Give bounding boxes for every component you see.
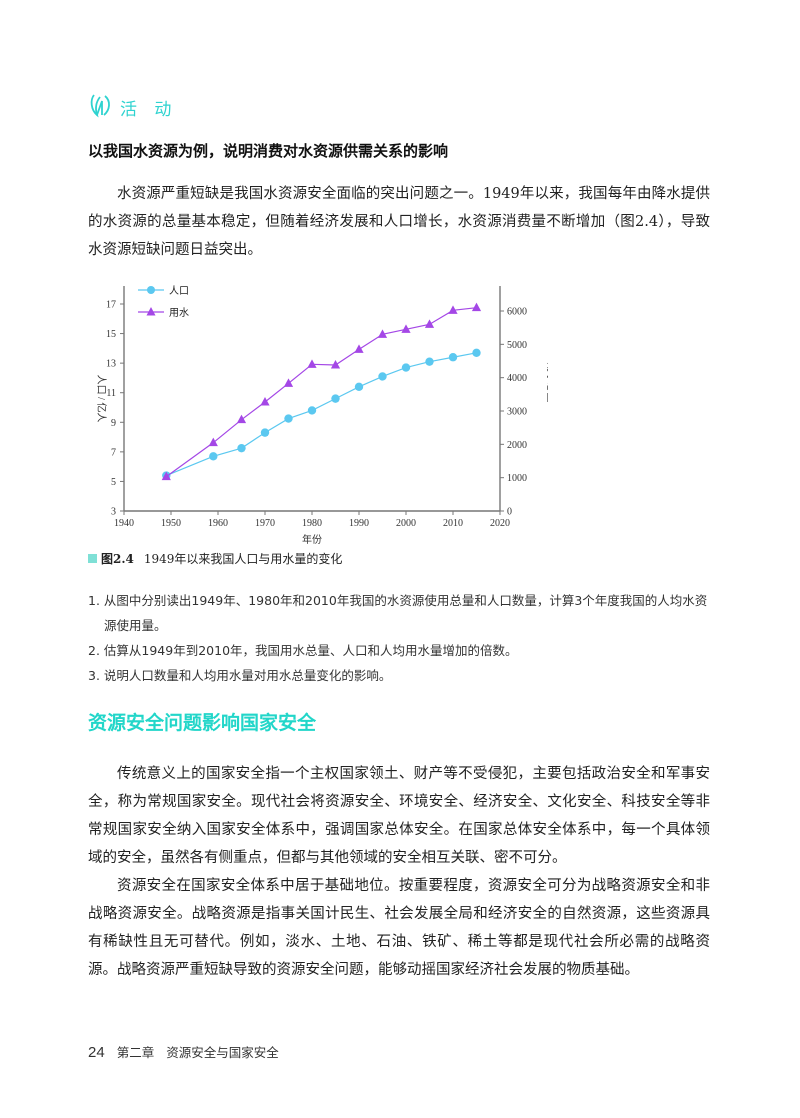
y-tick-label: 3 xyxy=(111,507,116,518)
population-marker xyxy=(237,443,246,453)
water-marker xyxy=(283,378,294,387)
water-marker xyxy=(307,359,317,368)
figure-caption: 图2.4 1949年以来我国人口与用水量的变化 xyxy=(88,550,342,567)
x-tick-label: 2010 xyxy=(443,518,463,529)
question-item: 2. 估算从1949年到2010年，我国用水总量、人口和人均用水量增加的倍数。 xyxy=(88,643,518,658)
water-marker xyxy=(377,329,388,338)
population-marker xyxy=(354,382,364,391)
x-tick-label: 1990 xyxy=(349,518,369,529)
activity-title: 以我国水资源为例，说明消费对水资源供需关系的影响 xyxy=(88,142,449,160)
y-tick-label: 9 xyxy=(111,418,116,429)
x-tick-label: 1940 xyxy=(114,518,134,529)
y-tick-label: 7 xyxy=(111,447,116,458)
y2-tick-label: 3000 xyxy=(507,407,527,418)
population-marker xyxy=(209,452,218,461)
water-marker xyxy=(354,344,364,353)
population-marker xyxy=(307,406,317,415)
water-marker xyxy=(471,302,482,312)
figure-number: 图2.4 xyxy=(101,552,134,566)
y2-tick-label: 2000 xyxy=(507,440,527,451)
water-marker xyxy=(260,397,270,406)
section-paragraph: 资源安全在国家安全体系中居于基础地位。按重要程度，资源安全可分为战略资源安全和非… xyxy=(88,878,710,978)
activity-questions: 1. 从图中分别读出1949年、1980年和2010年我国的水资源使用总量和人口… xyxy=(88,588,710,688)
chart-svg: 1940 1950 1960 1970 1980 1990 2000 2010 2020 3 5 7 9… xyxy=(95,285,558,546)
population-marker xyxy=(448,353,458,362)
figure-caption-text: 1949年以来我国人口与用水量的变化 xyxy=(143,552,343,566)
intro-paragraph: 水资源严重短缺是我国水资源安全面临的突出问题之一。1949年以来，我国每年由降水… xyxy=(88,186,710,258)
x-tick-label: 1970 xyxy=(255,518,275,529)
population-marker xyxy=(284,414,293,423)
caption-marker-icon xyxy=(88,554,97,563)
x-tick-label: 1950 xyxy=(161,518,181,529)
water-marker xyxy=(161,471,171,481)
y2-tick-label: 1000 xyxy=(507,473,527,484)
y-tick-label: 13 xyxy=(106,359,116,370)
water-marker xyxy=(448,305,458,314)
y-tick-label: 15 xyxy=(106,329,116,340)
page-footer: 24 第二章 资源安全与国家安全 xyxy=(88,1042,279,1061)
x-tick-label: 2020 xyxy=(490,518,510,529)
activity-leaf-icon xyxy=(88,92,114,122)
population-marker xyxy=(331,394,340,403)
population-marker xyxy=(472,348,481,357)
activity-intro: 水资源严重短缺是我国水资源安全面临的突出问题之一。1949年以来，我国每年由降水… xyxy=(88,180,710,264)
water-marker xyxy=(330,360,341,369)
population-marker xyxy=(378,372,387,381)
activity-header: 活 动 xyxy=(88,92,177,122)
y2-tick-label: 4000 xyxy=(507,373,527,384)
y2-tick-label: 6000 xyxy=(507,307,527,318)
y2-tick-label: 0 xyxy=(507,507,512,518)
y-tick-label: 11 xyxy=(106,388,116,399)
population-marker xyxy=(401,363,411,372)
section-body: 传统意义上的国家安全指一个主权国家领土、财产等不受侵犯，主要包括政治安全和军事安… xyxy=(88,760,710,984)
water-marker xyxy=(424,319,435,328)
legend-label: 用水 xyxy=(169,307,189,319)
legend-population-icon xyxy=(147,286,155,294)
series-line-water xyxy=(165,307,477,478)
water-marker xyxy=(401,324,411,333)
y-axis-title: 人口 / 亿人 xyxy=(95,375,108,423)
question-item: 3. 说明人口数量和人均用水量对用水总量变化的影响。 xyxy=(88,668,392,683)
water-marker xyxy=(208,437,218,447)
y-tick-label: 17 xyxy=(106,300,116,311)
chapter-number: 第二章 xyxy=(116,1045,155,1060)
x-axis-title: 年份 xyxy=(302,533,322,546)
y-tick-label: 5 xyxy=(111,477,116,488)
legend-label: 人口 xyxy=(169,285,189,297)
water-marker xyxy=(236,414,247,424)
population-marker xyxy=(425,357,434,366)
population-water-chart: 1940 1950 1960 1970 1980 1990 2000 2010 2020 3 5 7 9… xyxy=(88,276,558,546)
population-marker xyxy=(260,428,270,437)
x-tick-label: 1960 xyxy=(208,518,228,529)
section-paragraph: 传统意义上的国家安全指一个主权国家领土、财产等不受侵犯，主要包括政治安全和军事安… xyxy=(88,766,710,866)
question-item: 1. 从图中分别读出1949年、1980年和2010年我国的水资源使用总量和人口… xyxy=(88,593,708,633)
page-number: 24 xyxy=(88,1044,105,1061)
legend-water-icon xyxy=(146,307,156,316)
y2-axis-title: 用水总量 / 10⁸m³ xyxy=(545,362,548,434)
section-title: 资源安全问题影响国家安全 xyxy=(88,712,317,734)
activity-label: 活 动 xyxy=(120,99,178,120)
x-tick-label: 2000 xyxy=(396,518,416,529)
chapter-title: 资源安全与国家安全 xyxy=(166,1045,279,1060)
y2-tick-label: 5000 xyxy=(507,340,527,351)
x-tick-label: 1980 xyxy=(302,518,322,529)
